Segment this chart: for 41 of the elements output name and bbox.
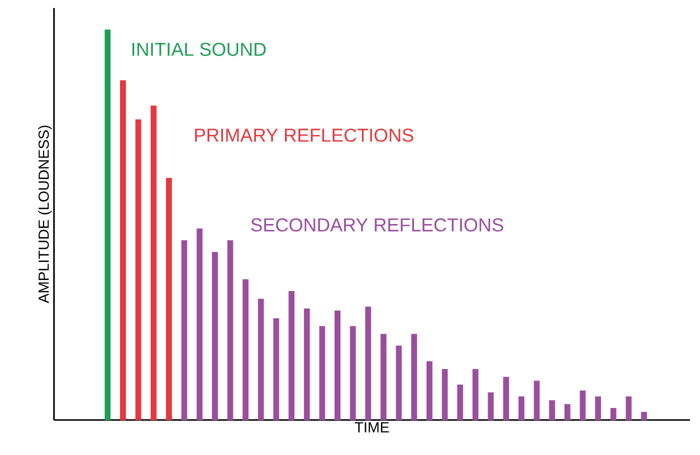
bar bbox=[457, 384, 464, 420]
bar bbox=[580, 390, 586, 420]
bar bbox=[610, 408, 616, 420]
bar bbox=[150, 106, 157, 420]
y-axis-title: AMPLITUDE (LOUDNESS) bbox=[38, 126, 52, 304]
bar bbox=[564, 404, 570, 420]
annotation: SECONDARY REFLECTIONS bbox=[251, 218, 504, 232]
bar bbox=[595, 396, 601, 420]
annotation: INITIAL SOUND bbox=[132, 42, 266, 56]
bar bbox=[166, 178, 172, 420]
bar bbox=[212, 252, 218, 420]
bar bbox=[288, 290, 294, 420]
bar bbox=[626, 396, 632, 420]
bar bbox=[472, 369, 478, 420]
bar bbox=[242, 279, 249, 420]
bar bbox=[641, 412, 647, 420]
bar bbox=[319, 326, 326, 420]
bar bbox=[135, 119, 142, 420]
bar bbox=[365, 306, 372, 420]
bar bbox=[426, 361, 432, 420]
x-axis-title: TIME bbox=[354, 422, 389, 432]
bar bbox=[442, 369, 448, 420]
bar bbox=[181, 240, 188, 420]
bar bbox=[350, 326, 356, 420]
bar bbox=[304, 308, 310, 420]
bar bbox=[334, 310, 340, 420]
bar bbox=[120, 80, 126, 420]
bar bbox=[273, 318, 280, 420]
bar bbox=[411, 334, 418, 420]
bar bbox=[549, 400, 556, 420]
bar bbox=[258, 298, 264, 420]
bar bbox=[380, 334, 386, 420]
bar bbox=[503, 376, 510, 420]
bar bbox=[518, 396, 524, 420]
bar bbox=[396, 346, 402, 420]
bar bbox=[488, 392, 494, 420]
bar bbox=[104, 30, 111, 420]
bar bbox=[196, 228, 203, 420]
annotation: PRIMARY REFLECTIONS bbox=[195, 128, 414, 142]
bar bbox=[227, 240, 234, 420]
bar bbox=[534, 380, 540, 420]
